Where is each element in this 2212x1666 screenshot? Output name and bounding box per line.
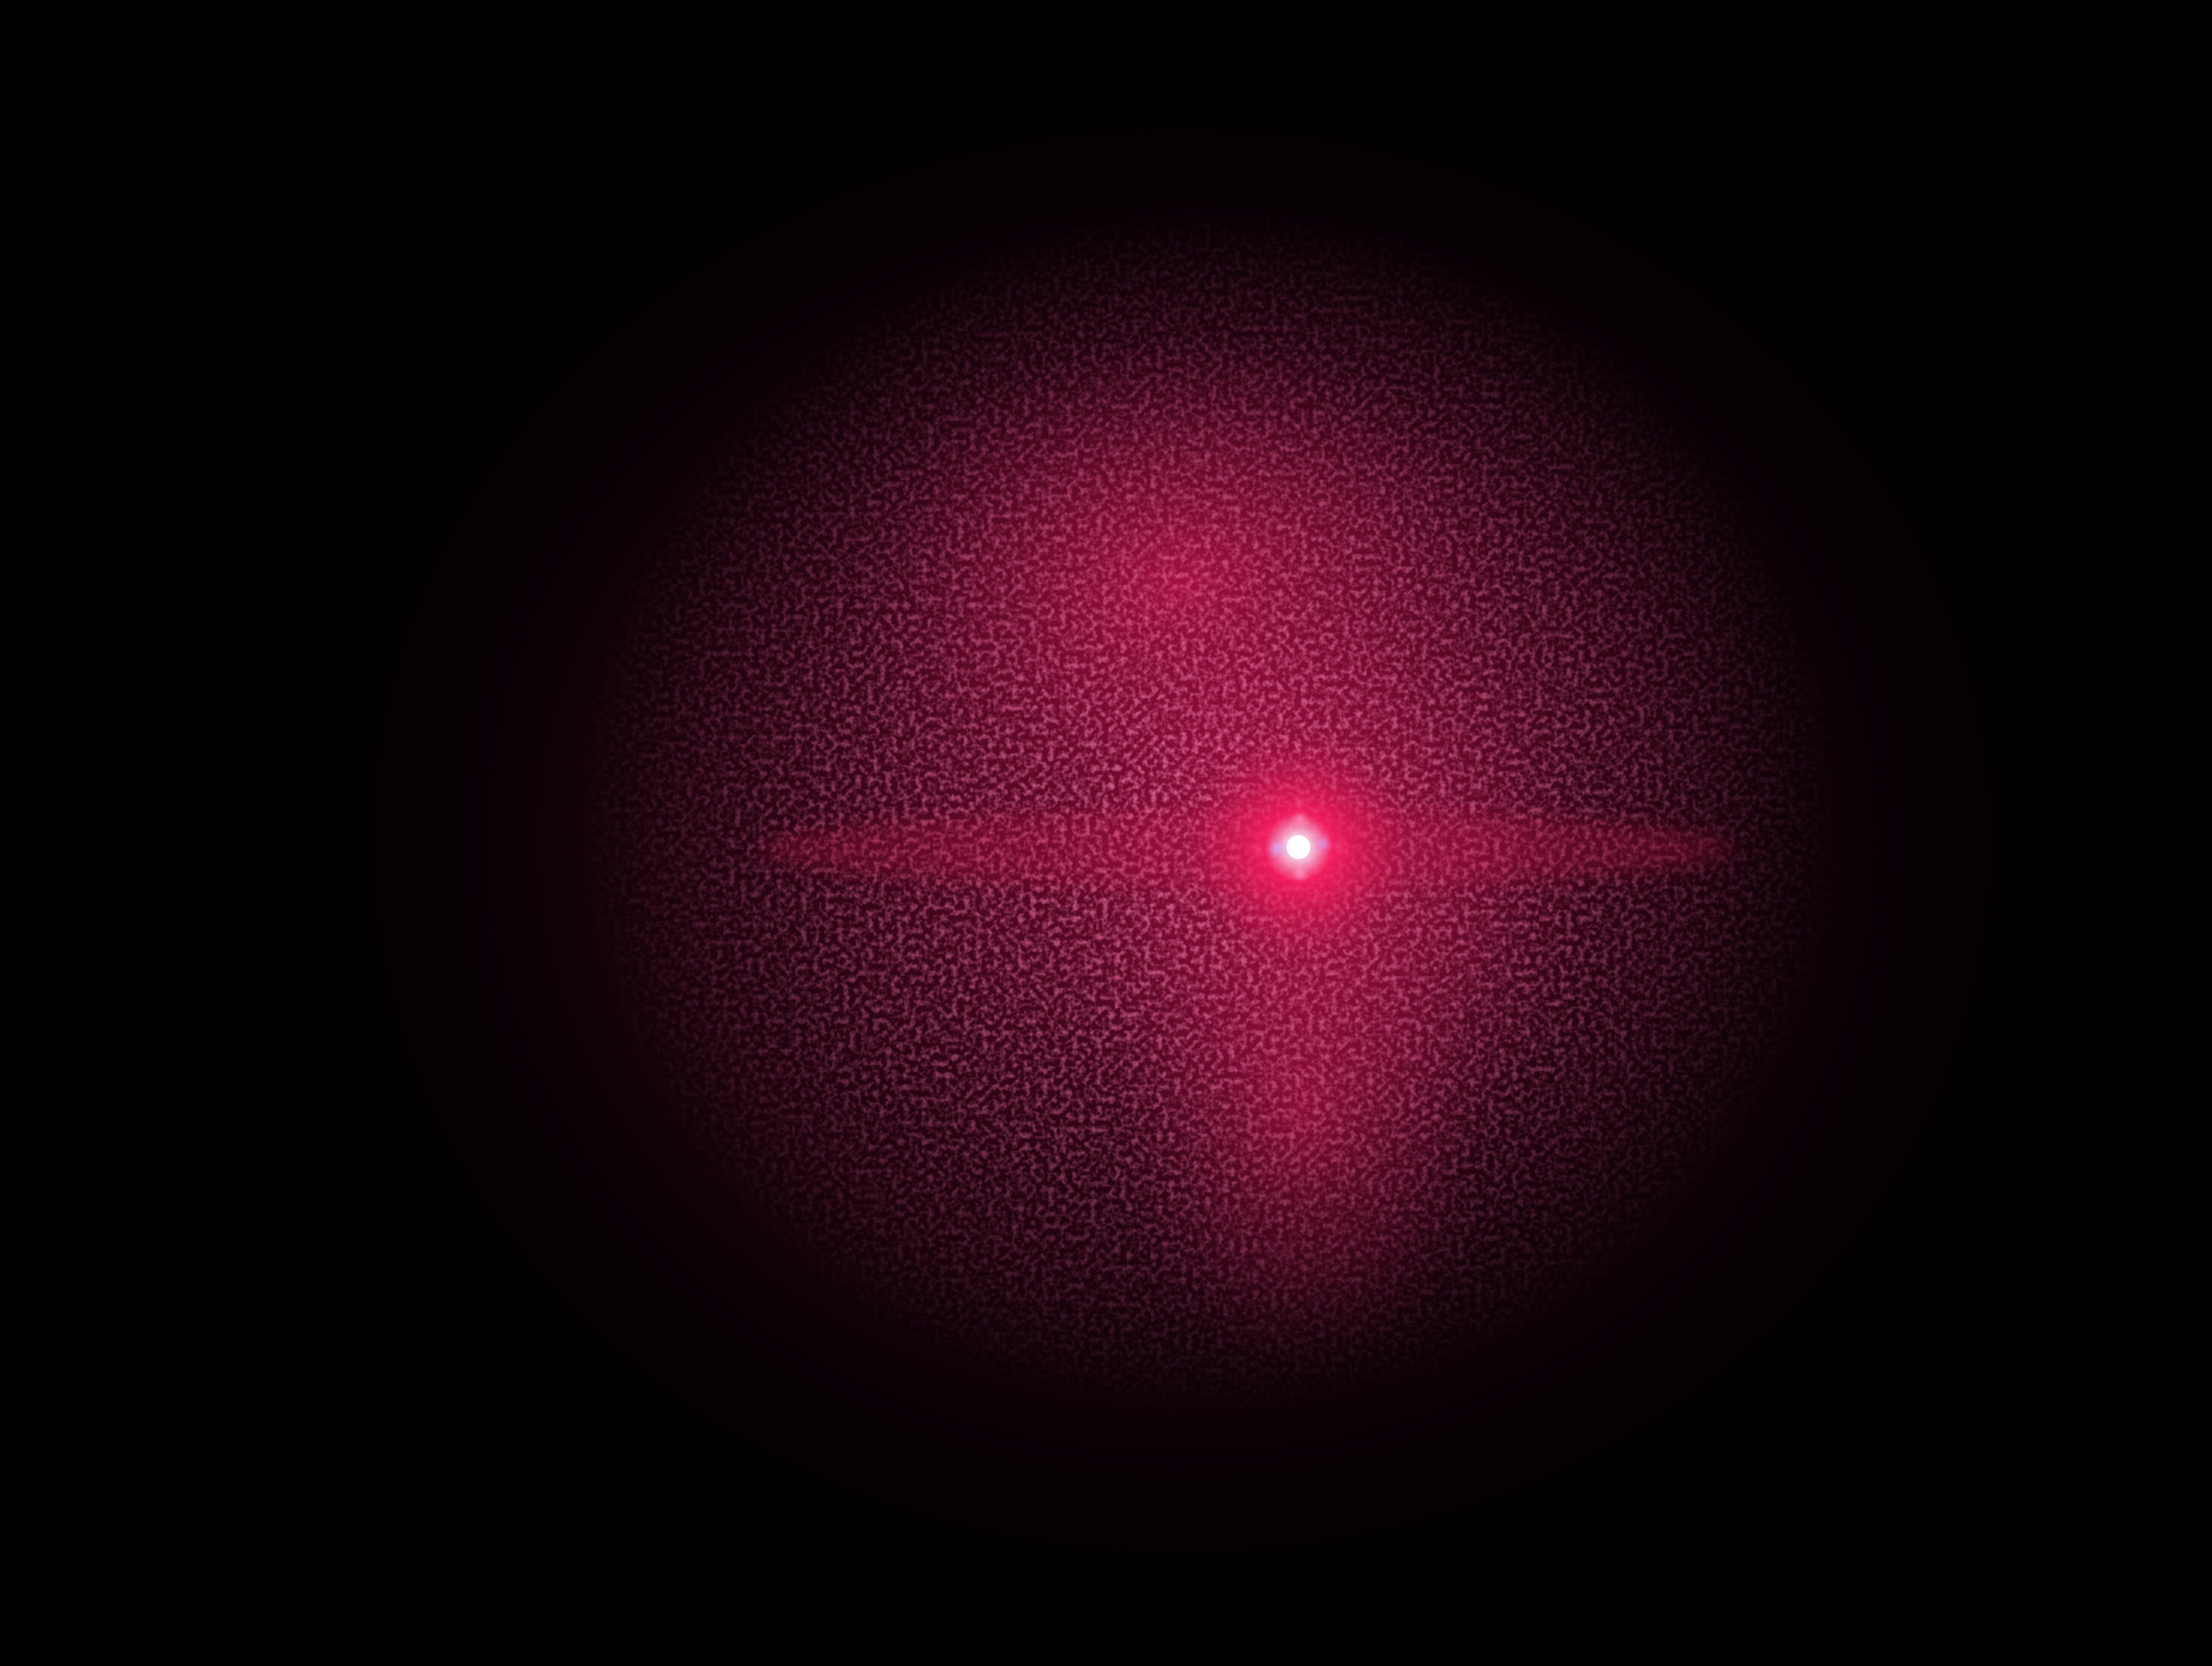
- laser-speckle-image: [0, 0, 2212, 1666]
- laser-speckle-photo: [0, 0, 2212, 1666]
- vignette: [0, 0, 2212, 1666]
